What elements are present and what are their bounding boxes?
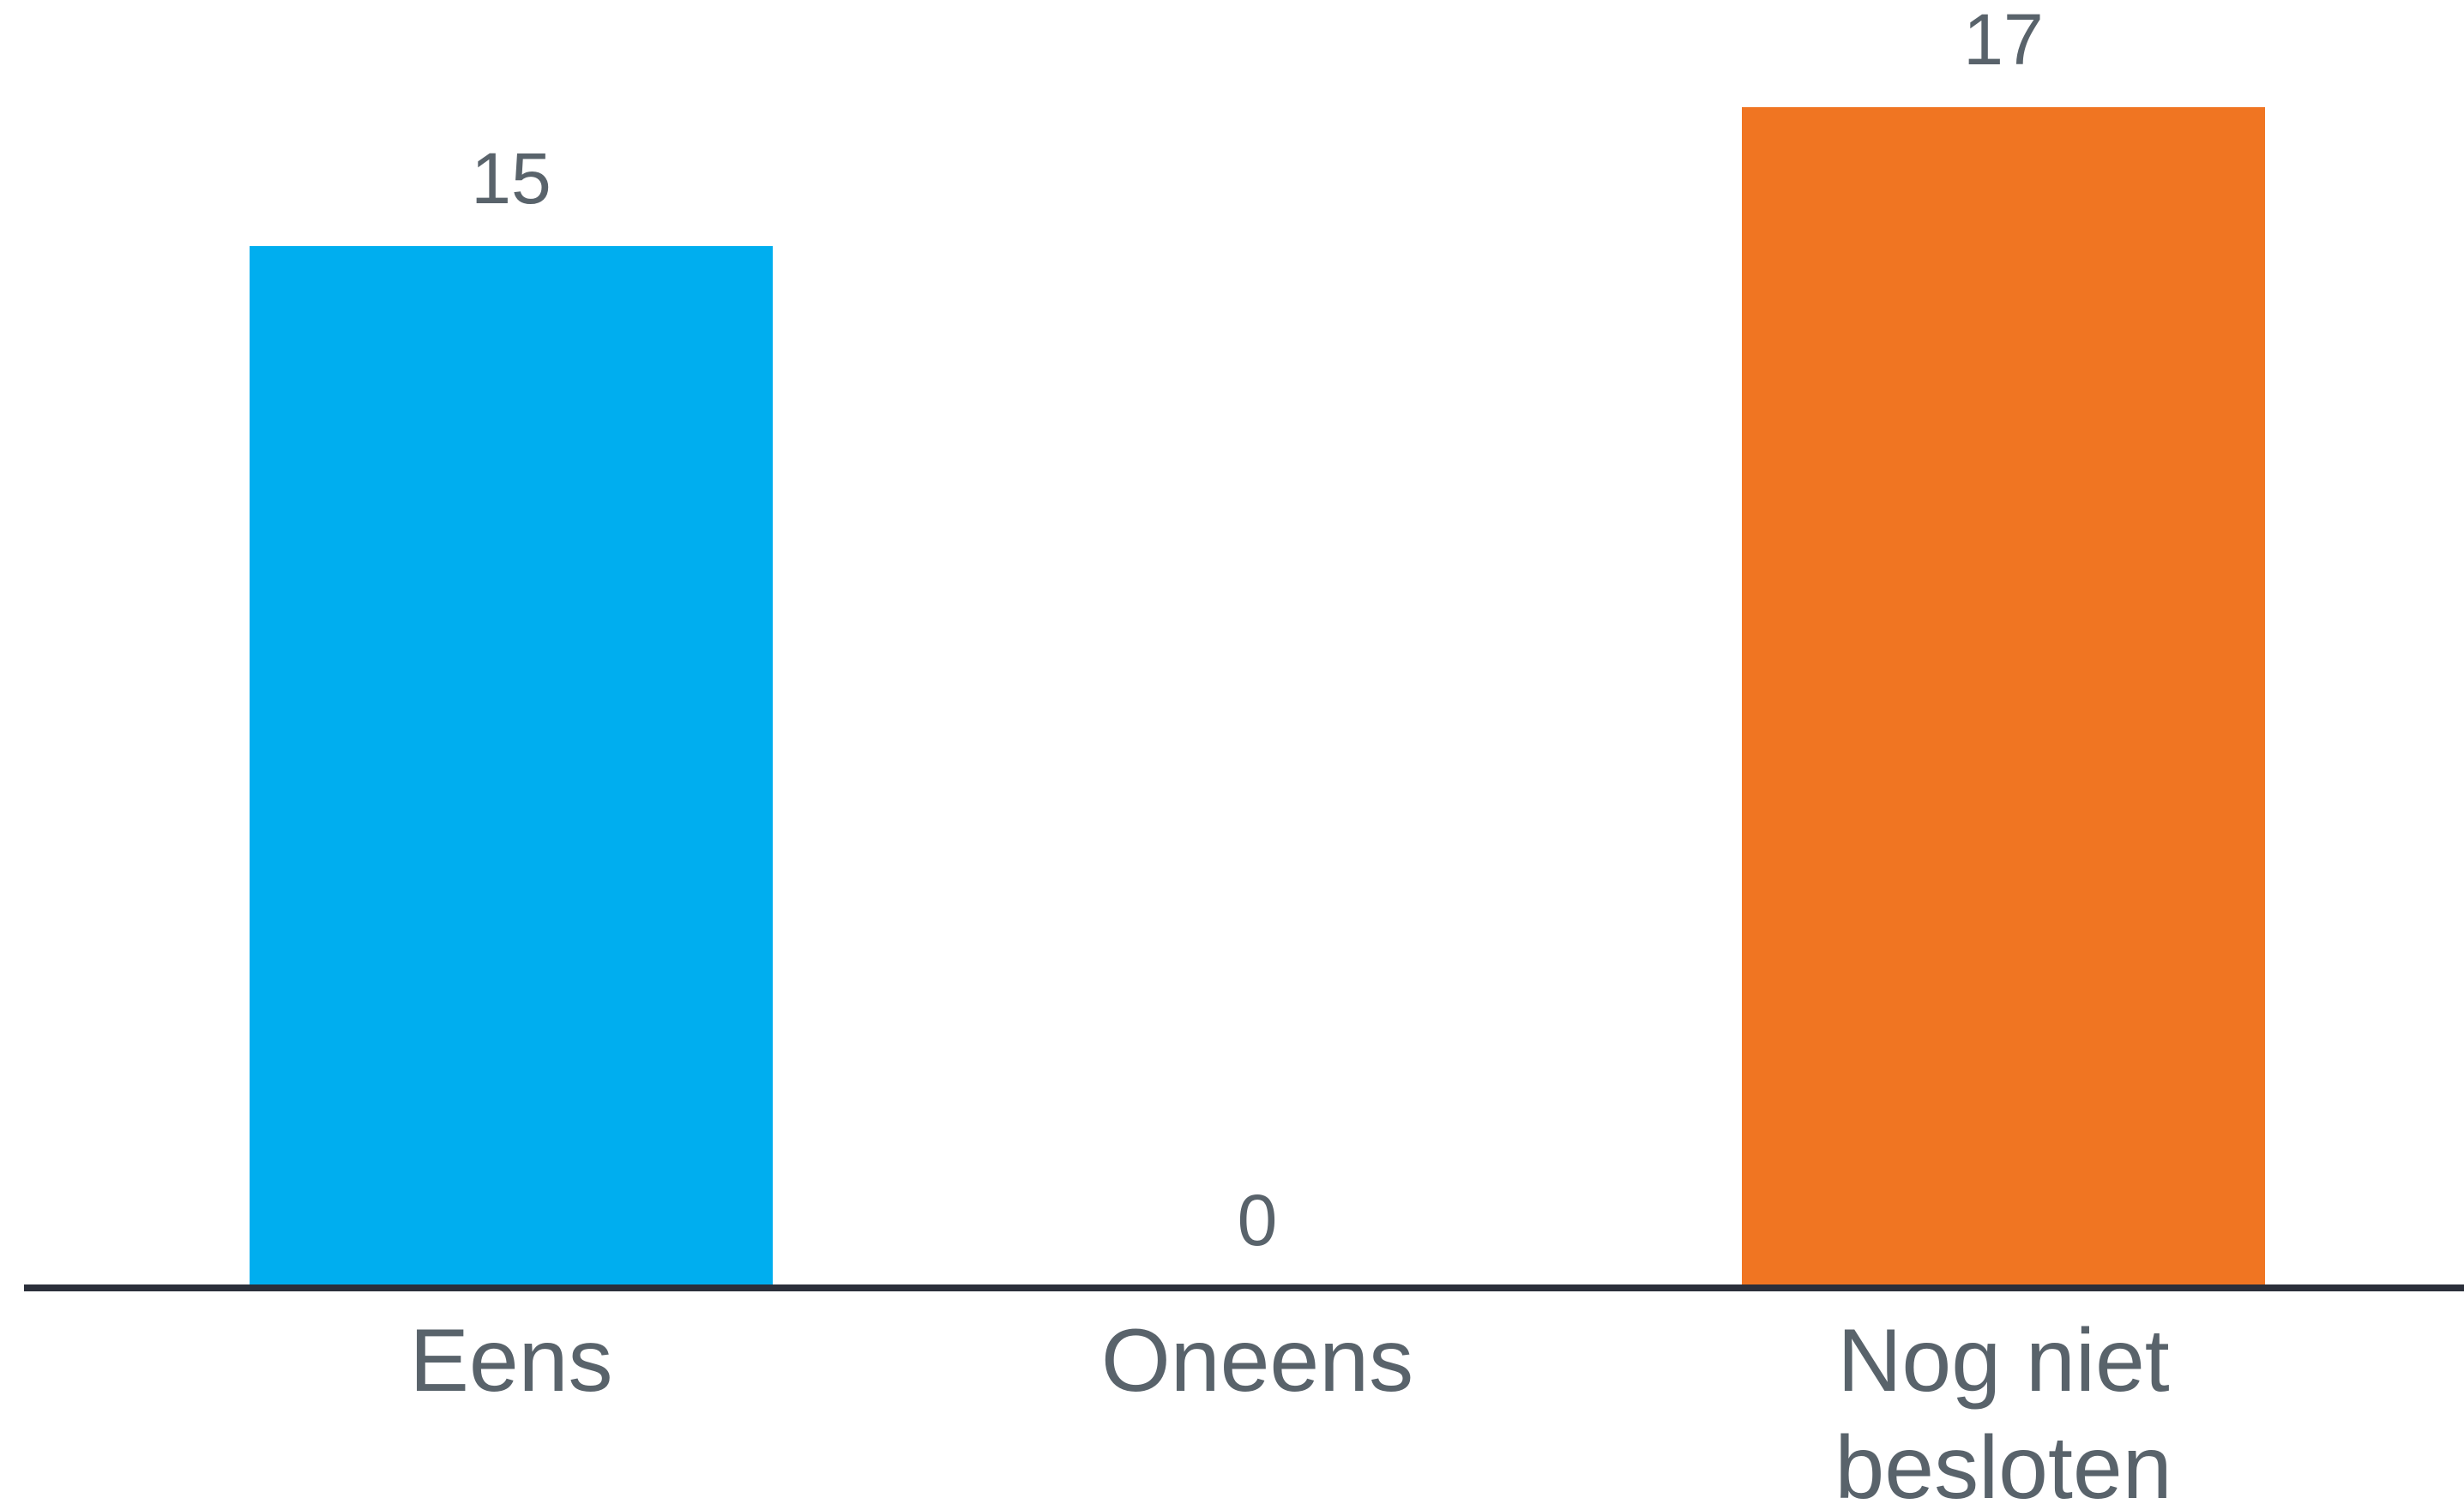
category-label-oneens: Oneens: [1101, 1311, 1413, 1411]
category-label-line: Nog niet: [1837, 1311, 2169, 1411]
data-label-nog-niet-besloten: 17: [1963, 0, 2043, 80]
category-label-line: Oneens: [1101, 1311, 1413, 1411]
category-labels-group: Eens Oneens Nog niet besloten: [409, 1311, 2172, 1510]
bar-eens: [250, 246, 773, 1288]
data-label-oneens: 0: [1238, 1180, 1278, 1260]
category-label-nog-niet-besloten: Nog niet besloten: [1834, 1311, 2172, 1510]
bars-group: [250, 107, 2265, 1288]
category-label-line: Eens: [409, 1311, 612, 1411]
data-label-eens: 15: [471, 138, 551, 219]
category-label-eens: Eens: [409, 1311, 612, 1411]
data-labels-group: 15 0 17: [471, 0, 2043, 1260]
bar-nog-niet-besloten: [1742, 107, 2265, 1288]
category-label-line: besloten: [1834, 1418, 2172, 1510]
